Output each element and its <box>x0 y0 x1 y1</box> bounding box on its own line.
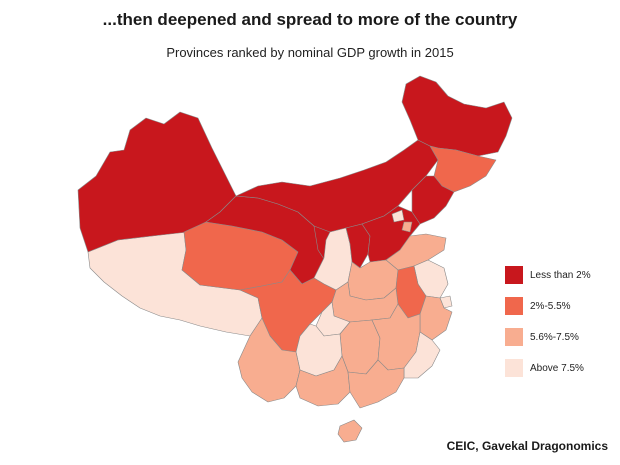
legend-label: 2%-5.5% <box>530 300 571 312</box>
province-guangdong <box>347 359 405 409</box>
legend-item: 5.6%-7.5% <box>505 328 615 346</box>
legend-label: 5.6%-7.5% <box>530 331 579 343</box>
legend-label: Less than 2% <box>530 269 591 281</box>
legend: Less than 2% 2%-5.5% 5.6%-7.5% Above 7.5… <box>505 266 615 390</box>
legend-item: Above 7.5% <box>505 359 615 377</box>
legend-swatch <box>505 359 523 377</box>
legend-swatch <box>505 266 523 284</box>
legend-swatch <box>505 328 523 346</box>
map-title: ...then deepened and spread to more of t… <box>102 10 518 29</box>
source-credit: CEIC, Gavekal Dragonomics <box>446 439 608 453</box>
map-subtitle: Provinces ranked by nominal GDP growth i… <box>166 45 454 60</box>
province-xinjiang <box>77 111 237 253</box>
legend-label: Above 7.5% <box>530 362 584 374</box>
province-beijing <box>391 209 405 223</box>
province-jilin <box>429 145 497 193</box>
legend-item: Less than 2% <box>505 266 615 284</box>
province-hainan <box>337 419 363 443</box>
legend-item: 2%-5.5% <box>505 297 615 315</box>
province-tianjin <box>401 221 413 233</box>
legend-swatch <box>505 297 523 315</box>
